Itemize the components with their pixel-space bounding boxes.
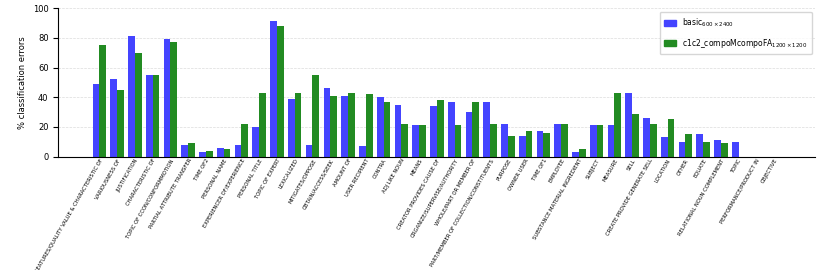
Bar — [153, 75, 160, 157]
Bar — [146, 75, 153, 157]
Bar — [437, 100, 443, 157]
Bar — [543, 133, 550, 157]
Bar — [171, 42, 177, 157]
Bar — [721, 143, 728, 157]
Bar — [384, 102, 390, 157]
Bar — [181, 145, 188, 157]
Bar — [260, 93, 266, 157]
Bar — [324, 88, 330, 157]
Bar — [732, 142, 739, 157]
Bar — [241, 124, 248, 157]
Bar — [99, 45, 106, 157]
Bar — [277, 26, 284, 157]
Bar — [199, 152, 206, 157]
Bar — [614, 93, 622, 157]
Bar — [714, 140, 721, 157]
Bar — [561, 124, 568, 157]
Bar — [579, 149, 586, 157]
Bar — [537, 131, 543, 157]
Bar — [117, 90, 124, 157]
Bar — [650, 124, 656, 157]
Bar — [330, 96, 337, 157]
Bar — [519, 136, 526, 157]
Bar — [626, 93, 632, 157]
Bar — [490, 124, 497, 157]
Bar — [401, 124, 408, 157]
Bar — [235, 145, 241, 157]
Bar — [341, 96, 348, 157]
Bar — [501, 124, 508, 157]
Bar — [643, 118, 650, 157]
Bar — [288, 99, 295, 157]
Y-axis label: % classification errors: % classification errors — [18, 36, 27, 129]
Bar — [413, 125, 419, 157]
Bar — [679, 142, 686, 157]
Bar — [359, 146, 366, 157]
Bar — [607, 125, 614, 157]
Bar — [667, 120, 675, 157]
Bar — [164, 39, 171, 157]
Bar — [661, 137, 667, 157]
Bar — [703, 142, 710, 157]
Bar — [554, 124, 561, 157]
Bar — [128, 36, 135, 157]
Bar — [135, 53, 141, 157]
Bar — [590, 125, 597, 157]
Bar — [188, 143, 195, 157]
Bar — [448, 102, 454, 157]
Bar — [597, 125, 603, 157]
Bar — [430, 106, 437, 157]
Bar — [572, 152, 579, 157]
Bar — [394, 105, 401, 157]
Bar — [348, 93, 354, 157]
Bar — [686, 134, 692, 157]
Bar — [305, 145, 313, 157]
Bar — [92, 84, 99, 157]
Bar — [295, 93, 301, 157]
Bar — [483, 102, 490, 157]
Bar — [366, 94, 373, 157]
Bar — [224, 149, 230, 157]
Bar — [377, 97, 384, 157]
Bar — [526, 131, 532, 157]
Bar — [632, 114, 639, 157]
Bar — [466, 112, 473, 157]
Bar — [313, 75, 319, 157]
Bar — [206, 151, 213, 157]
Legend: basic$_{600 \times 2400}$, c1c2_compoMcompoFA$_{1200 \times 1200}$: basic$_{600 \times 2400}$, c1c2_compoMco… — [660, 12, 811, 54]
Bar — [270, 22, 277, 157]
Bar — [508, 136, 514, 157]
Bar — [419, 125, 426, 157]
Bar — [111, 79, 117, 157]
Bar — [696, 134, 703, 157]
Bar — [252, 127, 260, 157]
Bar — [473, 102, 479, 157]
Bar — [454, 125, 461, 157]
Bar — [217, 148, 224, 157]
